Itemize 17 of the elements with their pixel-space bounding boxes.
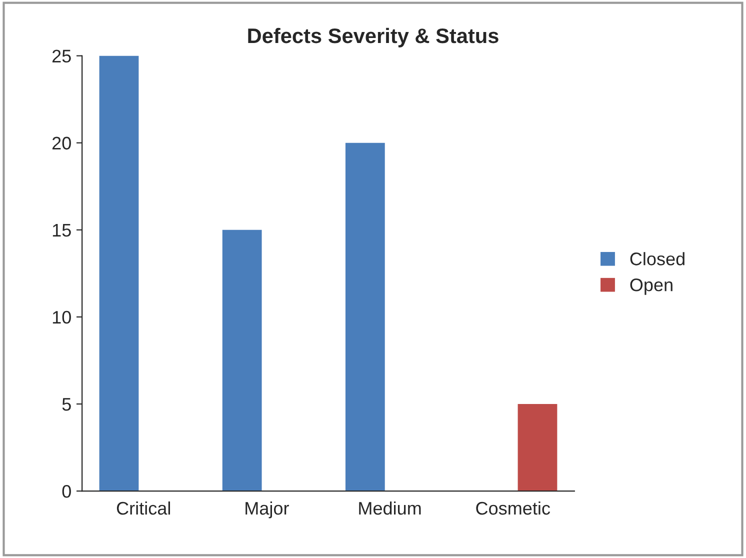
y-tick-label: 10	[52, 310, 71, 324]
y-tick-label: 0	[62, 484, 71, 498]
legend-label: Open	[630, 278, 672, 295]
y-tick-label: 20	[52, 136, 71, 150]
bar	[99, 56, 139, 492]
chart-title: Defects Severity & Status	[248, 28, 498, 48]
bar	[222, 230, 262, 492]
y-tick-label: 5	[62, 398, 71, 411]
y-tick-label: 15	[52, 224, 71, 237]
bar	[518, 404, 558, 492]
x-tick-label: Cosmetic	[476, 501, 550, 515]
x-tick-label: Major	[246, 501, 289, 518]
x-tick-label: Critical	[116, 501, 170, 515]
legend-label: Closed	[630, 252, 684, 266]
x-tick-label: Medium	[359, 501, 421, 515]
bar	[345, 142, 385, 492]
y-tick-label: 25	[52, 50, 71, 63]
